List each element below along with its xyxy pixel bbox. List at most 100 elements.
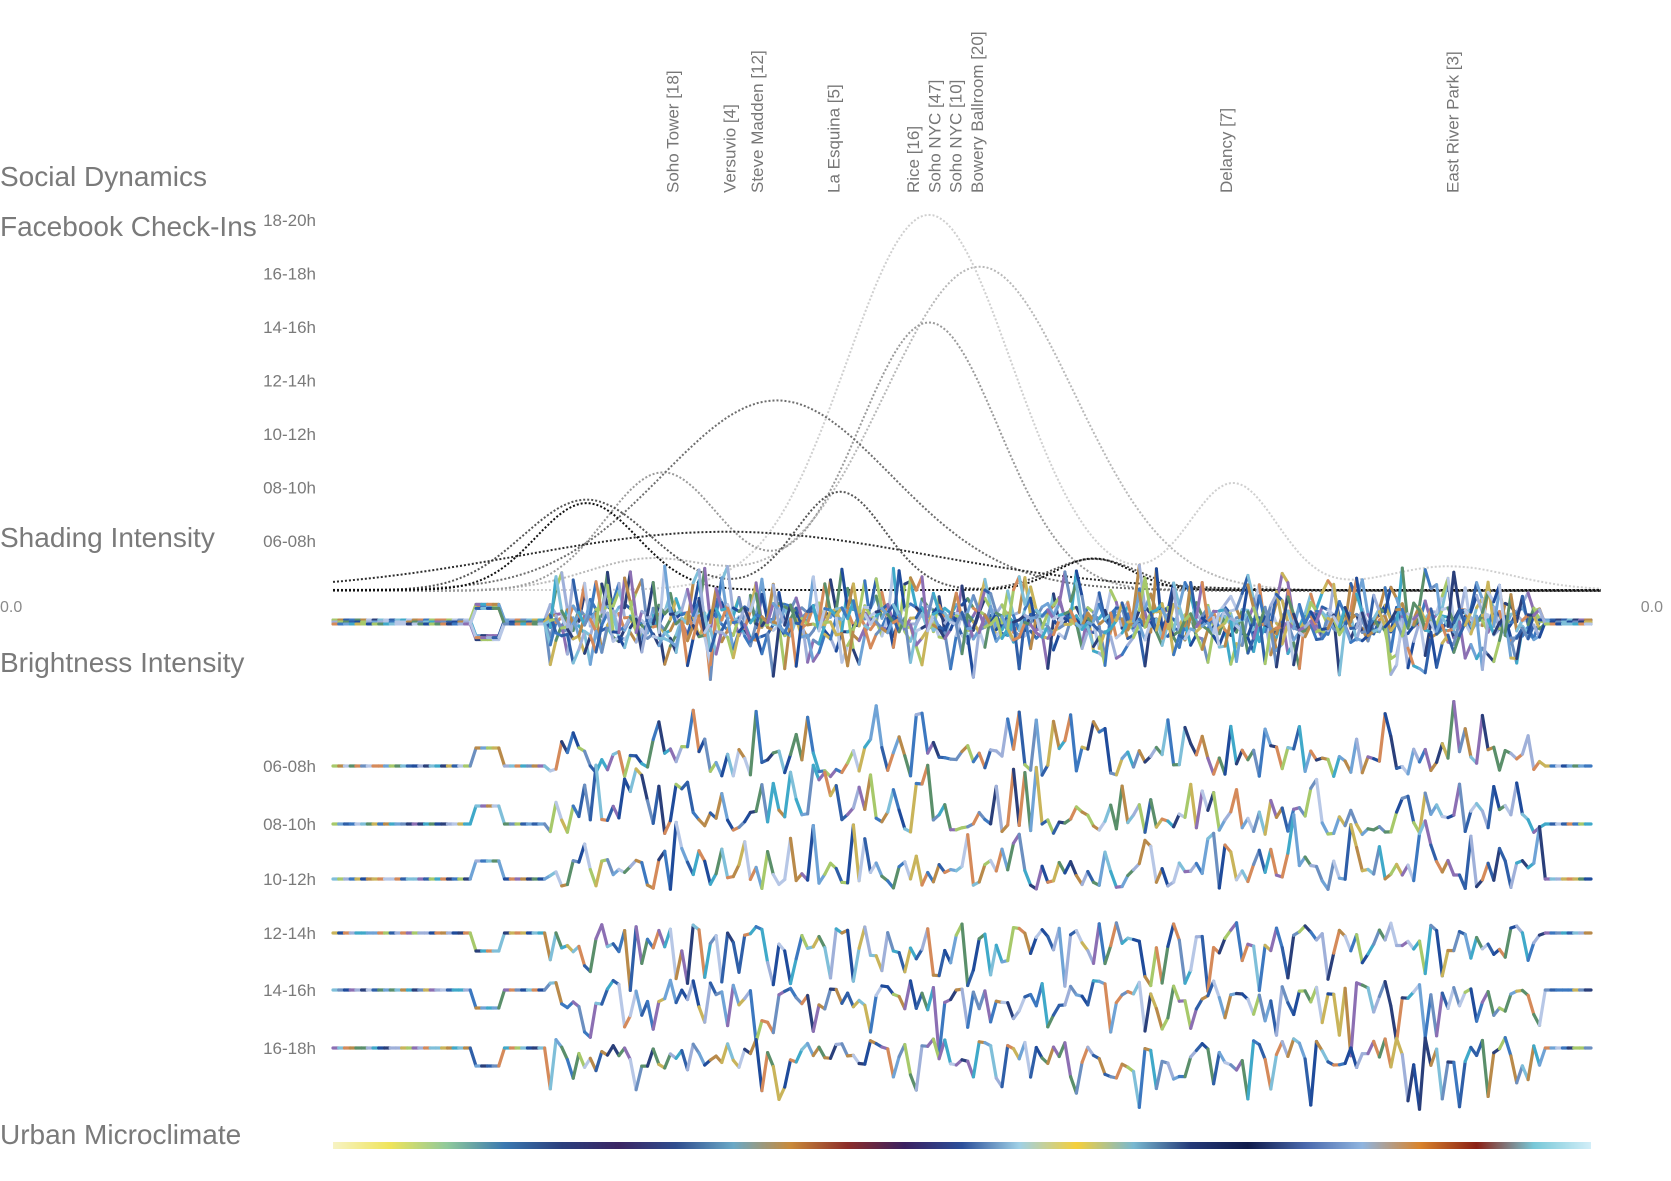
brightness-segment bbox=[1434, 928, 1444, 978]
brightness-segment bbox=[1457, 727, 1467, 754]
shading-segment bbox=[1389, 608, 1399, 622]
brightness-segment bbox=[1194, 789, 1204, 830]
brightness-segment bbox=[937, 948, 947, 978]
brightness-segment bbox=[863, 1003, 873, 1034]
brightness-time-labels: 06-08h 08-10h 10-12h 12-14h 14-16h 16-18h bbox=[263, 757, 316, 1058]
brightness-segment bbox=[788, 770, 798, 802]
shading-segment bbox=[1429, 607, 1439, 633]
brightness-segment bbox=[1326, 757, 1336, 778]
shading-segment bbox=[966, 635, 975, 679]
brightness-segment bbox=[1046, 719, 1056, 767]
shading-segment bbox=[548, 613, 558, 635]
brightness-segment bbox=[1166, 1061, 1176, 1081]
shading-segment bbox=[954, 611, 964, 627]
brightness-segment bbox=[1040, 982, 1050, 1029]
shading-segment bbox=[1418, 616, 1427, 657]
brightness-segment bbox=[988, 999, 998, 1024]
brightness-segment bbox=[1354, 1052, 1364, 1070]
shading-segment bbox=[617, 576, 627, 634]
brightness-segment bbox=[622, 753, 632, 778]
brightness-segment bbox=[851, 1053, 861, 1066]
shading-segment bbox=[829, 620, 838, 637]
shading-segment bbox=[869, 577, 878, 610]
shading-segment bbox=[897, 569, 907, 612]
brightness-segment bbox=[685, 1042, 695, 1072]
brightness-segment bbox=[1183, 999, 1193, 1030]
shading-segment bbox=[1406, 624, 1416, 635]
shading-segment bbox=[1303, 610, 1313, 625]
brightness-segment bbox=[1463, 1045, 1473, 1064]
brightness-segment bbox=[1166, 984, 1176, 1020]
brightness-segment bbox=[1406, 747, 1416, 776]
shading-segment bbox=[989, 592, 998, 615]
brightness-segment bbox=[1383, 712, 1393, 739]
brightness-segment bbox=[725, 818, 735, 832]
venue-labels: Soho Tower [18] Versuvio [4] Steve Madden … bbox=[664, 31, 1463, 193]
brightness-segment bbox=[983, 989, 993, 1024]
brightness-segment bbox=[1303, 855, 1313, 868]
brightness-segment bbox=[1280, 985, 1290, 1005]
shading-segment bbox=[714, 628, 724, 656]
brightness-segment bbox=[971, 937, 981, 972]
brightness-segment bbox=[1154, 817, 1164, 829]
checkin-curves bbox=[332, 213, 1602, 592]
shading-segment bbox=[680, 587, 689, 612]
shading-segment bbox=[1503, 593, 1513, 635]
shading-segment bbox=[817, 623, 827, 646]
shading-segment bbox=[1423, 607, 1433, 631]
shading-segment bbox=[823, 582, 832, 614]
shading-segment bbox=[1029, 585, 1038, 612]
brightness-segment bbox=[760, 927, 770, 965]
shading-segment bbox=[628, 570, 638, 619]
brightness-segment bbox=[731, 983, 741, 1007]
brightness-segment bbox=[1068, 860, 1079, 878]
shading-segment bbox=[1423, 636, 1433, 675]
brightness-segment bbox=[703, 859, 713, 886]
shading-segment bbox=[886, 616, 895, 649]
brightness-segment bbox=[1114, 756, 1124, 777]
brightness-segment bbox=[1469, 834, 1479, 889]
shading-segment bbox=[611, 589, 621, 608]
brightness-segment bbox=[926, 927, 936, 977]
shading-segment bbox=[1086, 625, 1095, 648]
brightness-segment bbox=[937, 1038, 947, 1061]
shading-segment bbox=[1189, 581, 1198, 619]
brightness-segment bbox=[1028, 935, 1038, 956]
brightness-segment bbox=[1503, 992, 1513, 1013]
brightness-segment bbox=[548, 931, 558, 962]
brightness-segment bbox=[788, 732, 798, 757]
brightness-segment bbox=[1211, 756, 1221, 776]
brightness-segment bbox=[1028, 718, 1038, 772]
brightness-segment bbox=[1177, 861, 1187, 874]
brightness-segment bbox=[777, 749, 787, 775]
brightness-segment bbox=[886, 1047, 896, 1079]
brightness-segment bbox=[1446, 986, 1456, 1010]
brightness-segment bbox=[691, 849, 701, 877]
brightness-segment bbox=[1097, 922, 1107, 966]
brightness-segment bbox=[1137, 838, 1147, 866]
brightness-segment bbox=[731, 863, 741, 879]
brightness-segment bbox=[1103, 726, 1113, 775]
brightness-segment bbox=[811, 751, 821, 774]
shading-segment bbox=[1240, 573, 1250, 595]
brightness-segment bbox=[708, 872, 718, 886]
shading-segment bbox=[743, 623, 752, 643]
brightness-segment bbox=[1206, 1047, 1216, 1086]
brightness-segment bbox=[1486, 989, 1496, 1017]
brightness-segment bbox=[1246, 997, 1256, 1016]
brightness-segment bbox=[1080, 1045, 1090, 1064]
brightness-segment bbox=[1280, 945, 1290, 980]
brightness-segment bbox=[1028, 765, 1038, 833]
brightness-segment bbox=[731, 747, 741, 778]
shading-segment bbox=[1252, 623, 1261, 653]
brightness-segment bbox=[577, 1051, 587, 1069]
shading-segment bbox=[789, 603, 798, 625]
title-facebook-checkins: Facebook Check-Ins bbox=[0, 211, 257, 242]
brightness-segment bbox=[617, 750, 627, 778]
brightness-segment bbox=[1131, 749, 1141, 769]
shading-segment bbox=[1486, 580, 1496, 628]
shading-segment bbox=[840, 567, 850, 611]
brightness-segment bbox=[1229, 850, 1239, 882]
brightness-segment bbox=[817, 1045, 827, 1060]
brightness-segment bbox=[851, 785, 861, 810]
